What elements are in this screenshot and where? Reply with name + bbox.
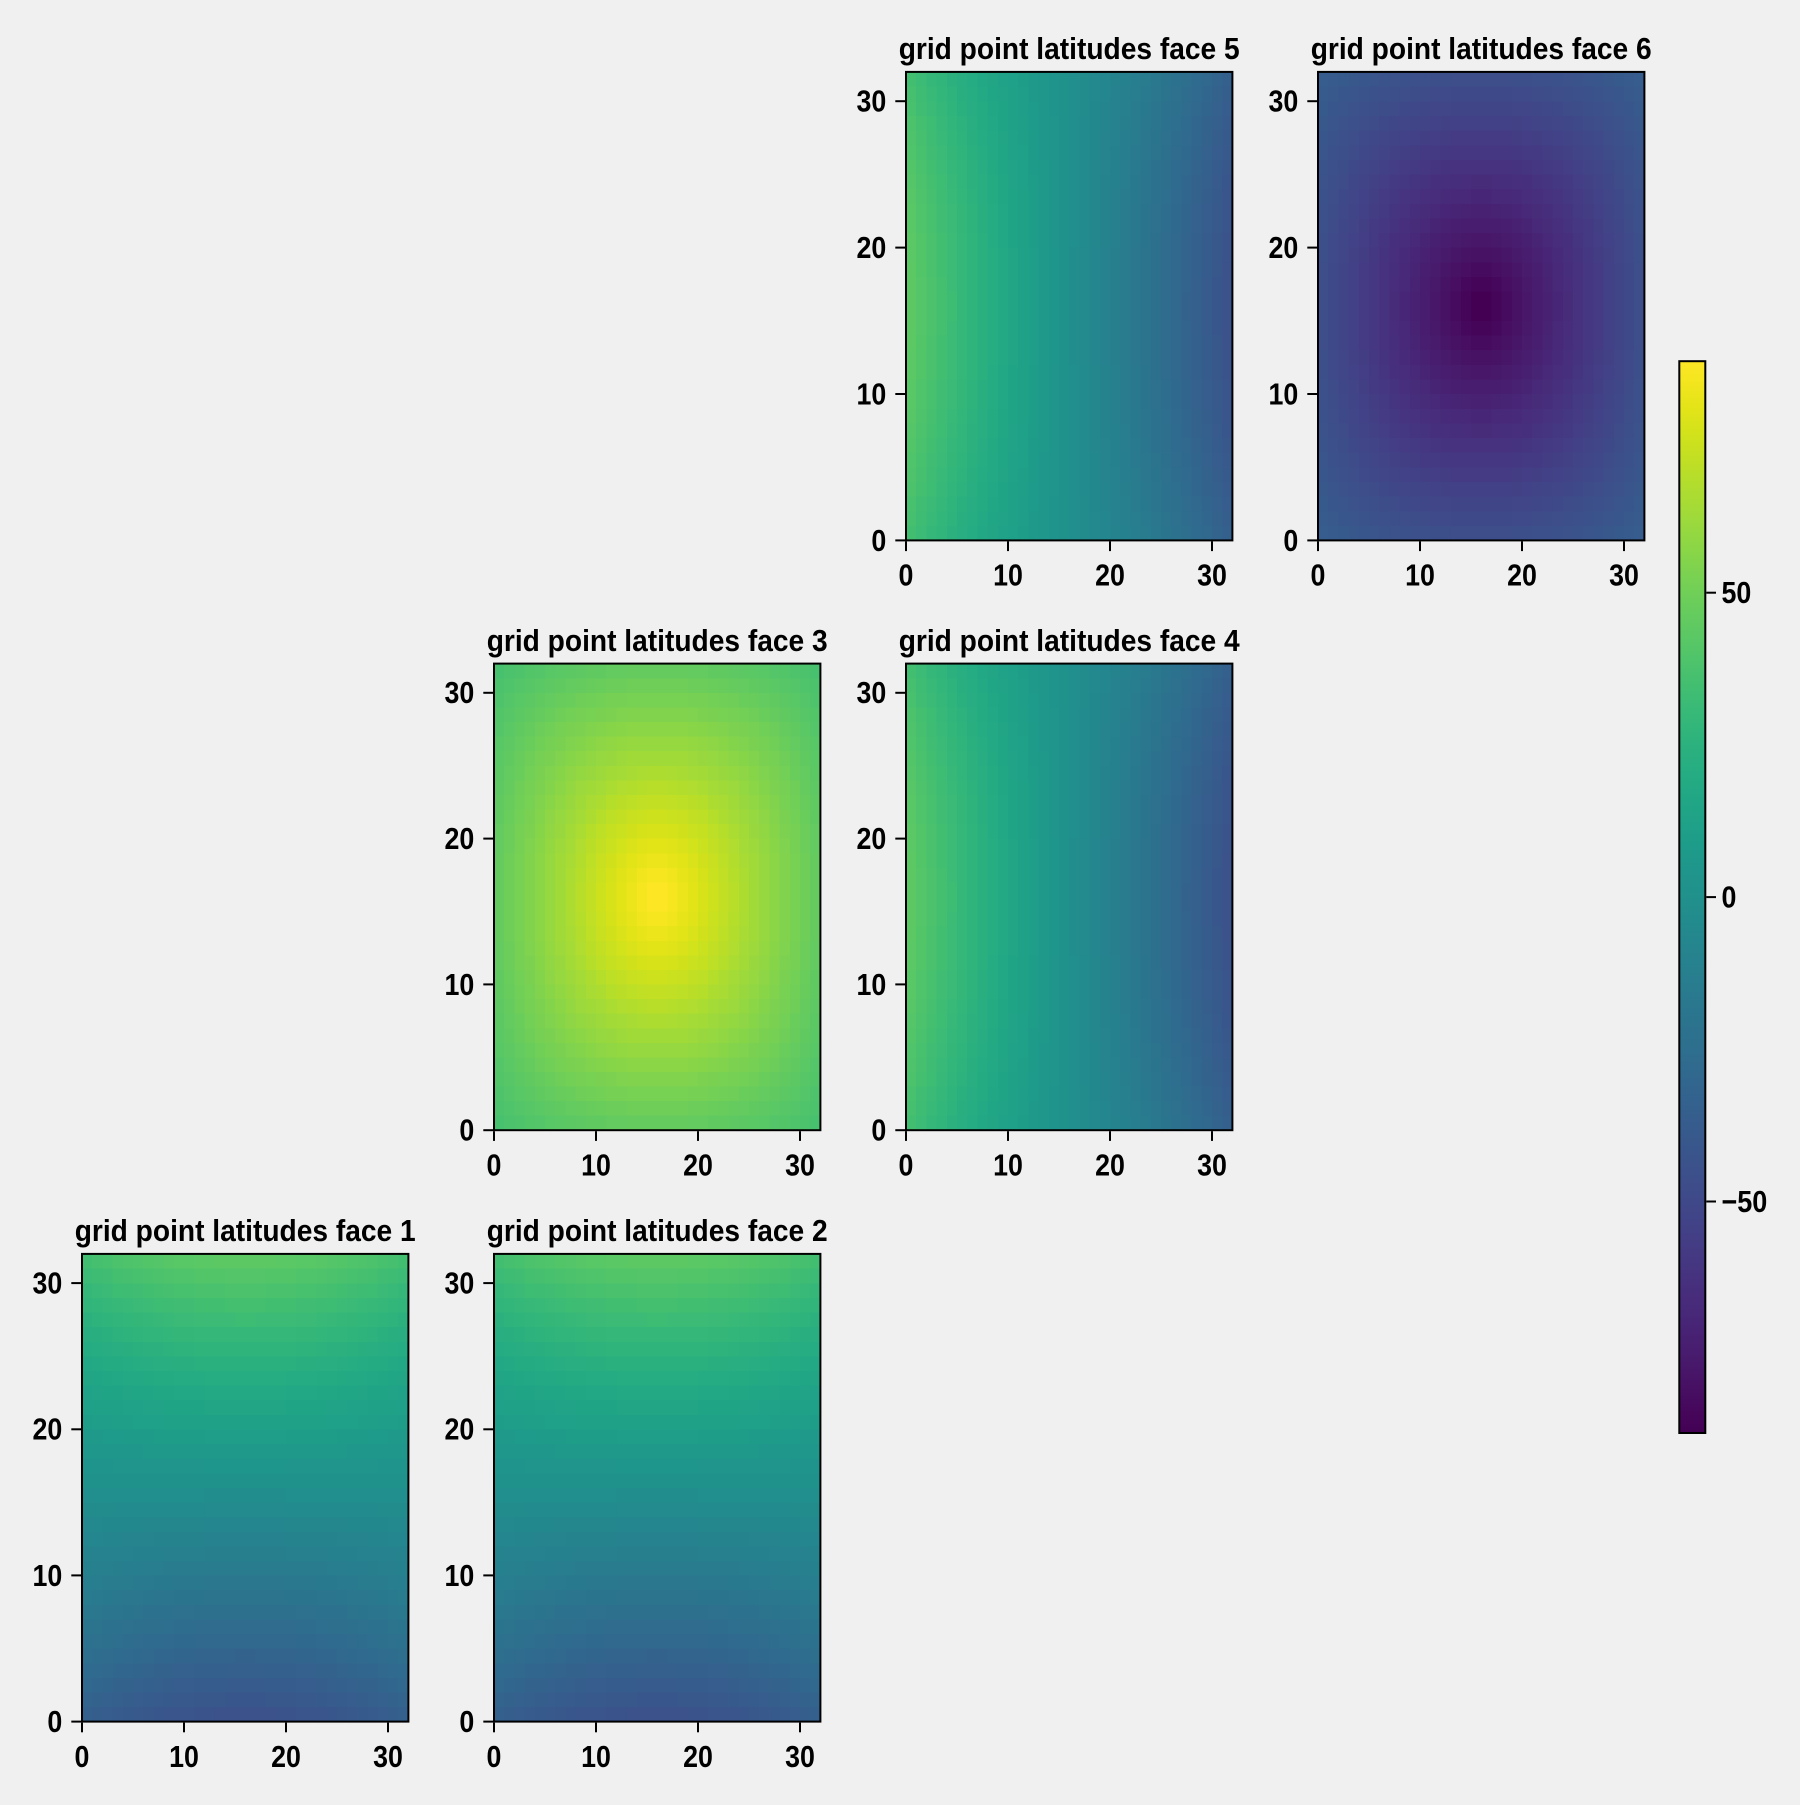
- svg-text:0: 0: [487, 1740, 502, 1774]
- svg-text:20: 20: [683, 1740, 713, 1774]
- svg-text:30: 30: [1197, 1149, 1227, 1183]
- svg-text:30: 30: [445, 676, 475, 710]
- svg-text:−50: −50: [1722, 1185, 1768, 1219]
- svg-text:30: 30: [785, 1740, 815, 1774]
- svg-text:30: 30: [857, 85, 887, 119]
- svg-text:10: 10: [857, 377, 887, 411]
- svg-text:0: 0: [47, 1705, 62, 1739]
- svg-text:20: 20: [1507, 559, 1537, 593]
- svg-text:20: 20: [445, 1413, 475, 1447]
- svg-text:grid point latitudes face 2: grid point latitudes face 2: [487, 1214, 828, 1248]
- svg-text:10: 10: [445, 1559, 475, 1593]
- svg-text:0: 0: [459, 1705, 474, 1739]
- svg-text:30: 30: [1269, 85, 1299, 119]
- svg-text:10: 10: [857, 968, 887, 1002]
- svg-text:20: 20: [1095, 559, 1125, 593]
- svg-text:0: 0: [1283, 524, 1298, 558]
- svg-text:10: 10: [169, 1740, 199, 1774]
- svg-text:grid point latitudes face 4: grid point latitudes face 4: [899, 624, 1240, 658]
- svg-text:20: 20: [857, 822, 887, 856]
- svg-text:grid point latitudes face 6: grid point latitudes face 6: [1311, 32, 1652, 66]
- svg-text:0: 0: [487, 1149, 502, 1183]
- svg-text:0: 0: [871, 1114, 886, 1148]
- svg-text:10: 10: [993, 1149, 1023, 1183]
- svg-text:20: 20: [33, 1413, 63, 1447]
- svg-text:10: 10: [581, 1149, 611, 1183]
- svg-text:30: 30: [33, 1267, 63, 1301]
- svg-text:10: 10: [445, 968, 475, 1002]
- svg-text:30: 30: [1609, 559, 1639, 593]
- svg-text:0: 0: [899, 1149, 914, 1183]
- svg-text:0: 0: [75, 1740, 90, 1774]
- svg-text:50: 50: [1722, 576, 1752, 610]
- svg-text:30: 30: [857, 676, 887, 710]
- svg-text:20: 20: [271, 1740, 301, 1774]
- svg-text:0: 0: [1722, 881, 1737, 915]
- svg-text:30: 30: [785, 1149, 815, 1183]
- svg-text:20: 20: [1095, 1149, 1125, 1183]
- svg-text:30: 30: [373, 1740, 403, 1774]
- svg-text:10: 10: [1405, 559, 1435, 593]
- svg-text:0: 0: [1311, 559, 1326, 593]
- svg-text:30: 30: [445, 1267, 475, 1301]
- svg-text:30: 30: [1197, 559, 1227, 593]
- svg-text:grid point latitudes face 5: grid point latitudes face 5: [899, 32, 1240, 66]
- svg-text:0: 0: [459, 1114, 474, 1148]
- svg-text:10: 10: [581, 1740, 611, 1774]
- svg-text:0: 0: [871, 524, 886, 558]
- svg-text:grid point latitudes face 3: grid point latitudes face 3: [487, 624, 828, 658]
- svg-text:10: 10: [993, 559, 1023, 593]
- svg-text:grid point latitudes face 1: grid point latitudes face 1: [75, 1214, 416, 1248]
- svg-text:10: 10: [1269, 377, 1299, 411]
- svg-text:20: 20: [445, 822, 475, 856]
- svg-text:20: 20: [857, 231, 887, 265]
- svg-text:20: 20: [683, 1149, 713, 1183]
- svg-text:0: 0: [899, 559, 914, 593]
- svg-text:10: 10: [33, 1559, 63, 1593]
- svg-text:20: 20: [1269, 231, 1299, 265]
